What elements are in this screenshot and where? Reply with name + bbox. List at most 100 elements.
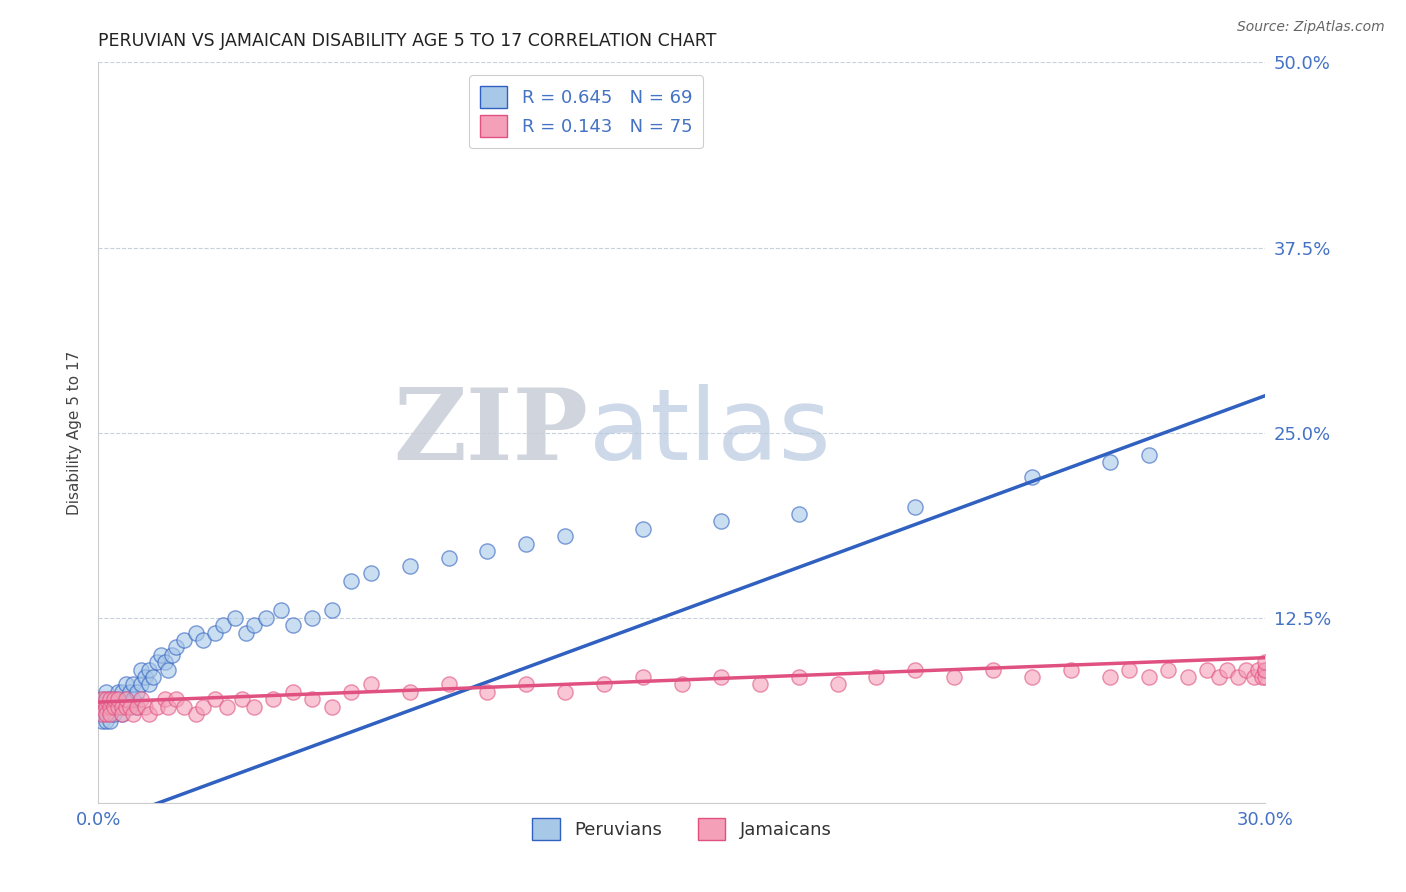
Point (91, 692, 114, 706)
Legend: Peruvians, Jamaicans: Peruvians, Jamaicans (523, 809, 841, 849)
Point (96, 706, 118, 721)
Point (129, 663, 152, 677)
Point (122, 692, 145, 706)
Point (1215, 663, 1237, 677)
Point (127, 699, 149, 714)
Point (134, 699, 156, 714)
Point (554, 529, 576, 543)
Point (138, 663, 160, 677)
Point (515, 536, 537, 550)
Point (981, 663, 1004, 677)
Text: ZIP: ZIP (394, 384, 589, 481)
Point (146, 655, 169, 669)
Point (129, 692, 152, 706)
Point (515, 677, 537, 691)
Point (114, 677, 136, 691)
Point (98, 699, 121, 714)
Point (91, 699, 114, 714)
Point (111, 699, 134, 714)
Point (184, 706, 207, 721)
Point (398, 558, 420, 573)
Point (1195, 663, 1218, 677)
Point (281, 685, 304, 699)
Point (1243, 670, 1265, 684)
Point (165, 640, 187, 655)
Text: PERUVIAN VS JAMAICAN DISABILITY AGE 5 TO 17 CORRELATION CHART: PERUVIAN VS JAMAICAN DISABILITY AGE 5 TO… (98, 32, 717, 50)
Point (243, 618, 266, 632)
Point (96, 692, 118, 706)
Point (1254, 663, 1277, 677)
Point (91, 692, 114, 706)
Point (165, 692, 187, 706)
Point (321, 699, 343, 714)
Y-axis label: Disability Age 5 to 17: Disability Age 5 to 17 (66, 351, 82, 515)
Point (477, 685, 499, 699)
Point (301, 692, 323, 706)
Point (1254, 663, 1277, 677)
Point (1098, 670, 1121, 684)
Point (98, 706, 121, 721)
Point (103, 692, 125, 706)
Point (91, 706, 114, 721)
Point (193, 699, 215, 714)
Point (96, 699, 118, 714)
Point (114, 699, 136, 714)
Point (254, 610, 277, 624)
Point (748, 677, 770, 691)
Point (184, 625, 207, 640)
Point (173, 699, 195, 714)
Point (1021, 670, 1043, 684)
Point (122, 677, 145, 691)
Point (103, 692, 125, 706)
Point (118, 699, 141, 714)
Point (710, 670, 733, 684)
Point (111, 699, 134, 714)
Point (107, 685, 129, 699)
Point (153, 692, 176, 706)
Point (98, 692, 121, 706)
Point (1246, 663, 1268, 677)
Point (103, 699, 125, 714)
Point (554, 685, 576, 699)
Point (1137, 670, 1160, 684)
Point (1060, 663, 1083, 677)
Point (153, 655, 176, 669)
Point (138, 677, 160, 691)
Point (98, 699, 121, 714)
Point (1234, 663, 1257, 677)
Point (91, 699, 114, 714)
Point (96, 699, 118, 714)
Point (1254, 655, 1277, 669)
Point (107, 692, 129, 706)
Text: Source: ZipAtlas.com: Source: ZipAtlas.com (1237, 20, 1385, 34)
Point (262, 692, 284, 706)
Point (107, 692, 129, 706)
Point (1227, 670, 1250, 684)
Point (827, 677, 849, 691)
Point (340, 685, 363, 699)
Point (301, 610, 323, 624)
Point (224, 610, 246, 624)
Point (157, 663, 180, 677)
Point (212, 618, 235, 632)
Point (904, 500, 927, 514)
Point (1118, 663, 1140, 677)
Point (111, 706, 134, 721)
Point (943, 670, 966, 684)
Point (281, 618, 304, 632)
Point (127, 685, 149, 699)
Point (270, 603, 292, 617)
Point (91, 714, 114, 729)
Point (127, 699, 149, 714)
Point (107, 699, 129, 714)
Point (122, 706, 145, 721)
Point (98, 692, 121, 706)
Point (1177, 670, 1199, 684)
Point (215, 699, 238, 714)
Point (173, 632, 195, 647)
Point (111, 706, 134, 721)
Point (162, 648, 184, 662)
Point (129, 677, 152, 691)
Point (904, 663, 927, 677)
Point (146, 699, 169, 714)
